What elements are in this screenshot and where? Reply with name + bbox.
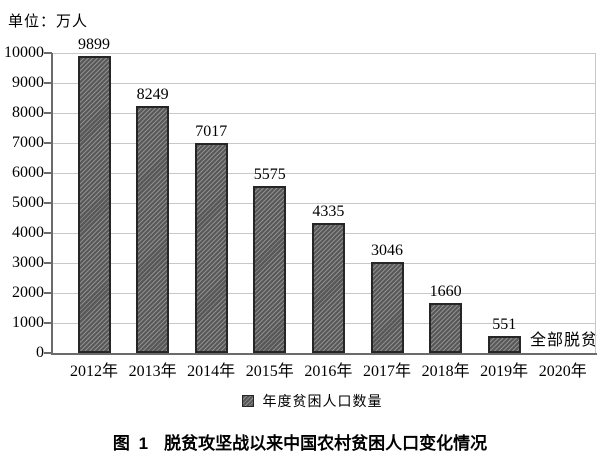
y-axis-tick-label: 10000: [4, 44, 44, 61]
y-axis-tick-label: 0: [36, 344, 44, 361]
y-axis: [51, 53, 53, 354]
y-axis-tick: [44, 262, 52, 264]
bar-2019年: [487, 336, 521, 353]
x-axis-label: 2019年: [480, 363, 529, 380]
x-axis-label: 2015年: [245, 363, 294, 380]
bar-2018年: [429, 303, 463, 353]
figure-number: 图 1: [112, 434, 151, 453]
x-axis-label: 2013年: [128, 363, 177, 380]
y-axis-tick: [44, 292, 52, 294]
bar-value-label: 551: [492, 316, 517, 334]
bar-value-label: 8249: [136, 85, 169, 103]
y-axis-tick-label: 6000: [12, 164, 44, 181]
x-axis-label: 2014年: [187, 363, 236, 380]
figure-caption: 图 1 脱贫攻坚战以来中国农村贫困人口变化情况: [0, 429, 600, 454]
y-axis-tick: [44, 352, 52, 354]
gridline: [52, 112, 595, 114]
gridline: [52, 202, 595, 204]
bar-value-label: 1660: [429, 283, 462, 301]
y-axis-tick: [44, 142, 52, 144]
y-axis-tick-label: 7000: [12, 134, 44, 151]
legend: 年度贫困人口数量: [12, 391, 600, 411]
plot-right-border: [595, 53, 596, 353]
x-axis-label: 2018年: [421, 363, 470, 380]
x-axis-label: 2020年: [538, 363, 587, 380]
unit-label: 单位：万人: [8, 14, 89, 30]
y-axis-tick: [44, 82, 52, 84]
y-axis-tick-label: 3000: [12, 254, 44, 271]
legend-hatched-square-icon: [241, 395, 254, 407]
gridline: [52, 52, 595, 54]
bar-2013年: [136, 105, 170, 353]
y-axis-tick-label: 4000: [12, 224, 44, 241]
annotation-all-lifted-out-of-poverty: 全部脱贫: [529, 332, 598, 349]
legend-label: 年度贫困人口数量: [262, 395, 383, 410]
y-axis-tick-label: 2000: [12, 284, 44, 301]
figure-title: 脱贫攻坚战以来中国农村贫困人口变化情况: [164, 434, 488, 453]
bar-2015年: [253, 185, 287, 353]
x-axis-label: 2017年: [362, 363, 411, 380]
plot-area: 9899 8249 7017 5575 4335 3046 1660 551 全部脱贫: [52, 36, 598, 353]
bar-2017年: [370, 261, 404, 353]
y-axis-tick: [44, 202, 52, 204]
y-axis-tick-label: 1000: [12, 314, 44, 331]
x-axis: [51, 353, 597, 355]
bar-value-label: 3046: [371, 241, 403, 259]
bar-2012年: [77, 56, 111, 353]
y-axis-tick: [44, 322, 52, 324]
y-axis-tick: [44, 52, 52, 54]
x-axis-label: 2012年: [69, 363, 118, 380]
bar-2016年: [311, 222, 345, 353]
bar-value-label: 7017: [195, 122, 228, 140]
y-axis-tick-label: 8000: [12, 104, 44, 121]
bar-value-label: 5575: [253, 165, 286, 183]
gridline: [52, 82, 595, 84]
bar-2014年: [194, 142, 228, 353]
x-axis-label: 2016年: [304, 363, 353, 380]
y-axis-tick-label: 9000: [12, 74, 44, 91]
y-axis-tick-label: 5000: [12, 194, 44, 211]
y-axis-tick: [44, 232, 52, 234]
y-axis-tick: [44, 112, 52, 114]
bar-value-label: 9899: [78, 36, 110, 54]
bar-value-label: 4335: [312, 202, 345, 220]
gridline: [52, 142, 595, 144]
y-axis-tick: [44, 172, 52, 174]
gridline: [52, 172, 595, 174]
